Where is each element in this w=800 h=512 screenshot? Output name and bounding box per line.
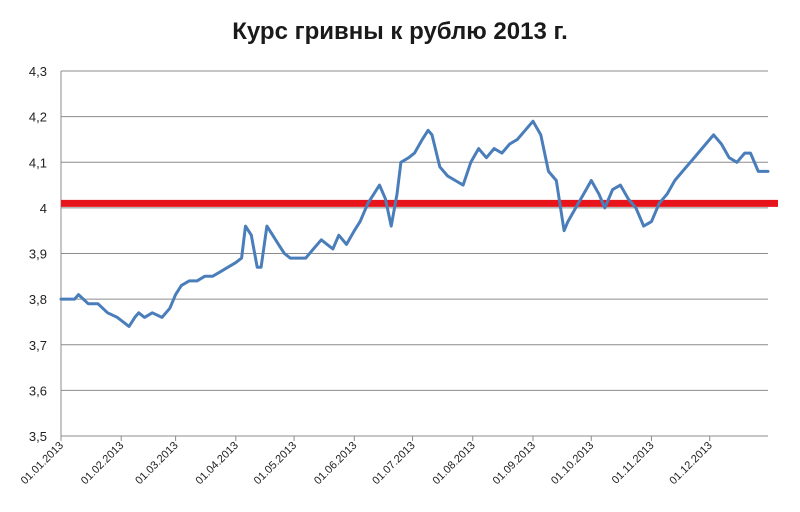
- y-tick-label: 3,9: [29, 247, 47, 262]
- x-tick-label: 01.03.2013: [133, 440, 180, 487]
- x-tick-label: 01.12.2013: [667, 440, 714, 487]
- x-tick-label: 01.08.2013: [430, 440, 477, 487]
- y-tick-label: 3,5: [29, 429, 47, 444]
- x-tick-label: 01.05.2013: [252, 440, 299, 487]
- x-tick-labels: 01.01.2013 01.02.2013 01.03.2013 01.04.2013…: [19, 440, 715, 487]
- y-tick-label: 4: [40, 201, 47, 216]
- x-tick-label: 01.11.2013: [610, 440, 657, 487]
- y-tick-label: 4,3: [29, 64, 47, 79]
- x-tick-label: 01.04.2013: [194, 440, 241, 487]
- y-tick-labels: 3,5 3,6 3,7 3,8 3,9 4 4,1 4,2 4,3: [29, 64, 47, 444]
- y-tick-label: 4,1: [29, 155, 47, 170]
- series-line-0: [59, 119, 770, 328]
- x-tick-label: 01.09.2013: [491, 440, 538, 487]
- grid-layer: [61, 70, 768, 437]
- chart-title: Курс гривны к рублю 2013 г.: [232, 18, 568, 45]
- x-tick-label: 01.01.2013: [19, 440, 66, 487]
- y-tick-label: 3,6: [29, 383, 47, 398]
- y-tick-label: 3,7: [29, 338, 47, 353]
- x-tick-label: 01.06.2013: [312, 440, 359, 487]
- series-layer: [59, 119, 770, 328]
- y-tick-label: 4,2: [29, 110, 47, 125]
- x-tick-label: 01.07.2013: [370, 440, 417, 487]
- axis-layer: [60, 71, 768, 441]
- y-tick-label: 3,8: [29, 292, 47, 307]
- x-tick-label: 01.02.2013: [79, 440, 126, 487]
- x-tick-label: 01.10.2013: [549, 440, 596, 487]
